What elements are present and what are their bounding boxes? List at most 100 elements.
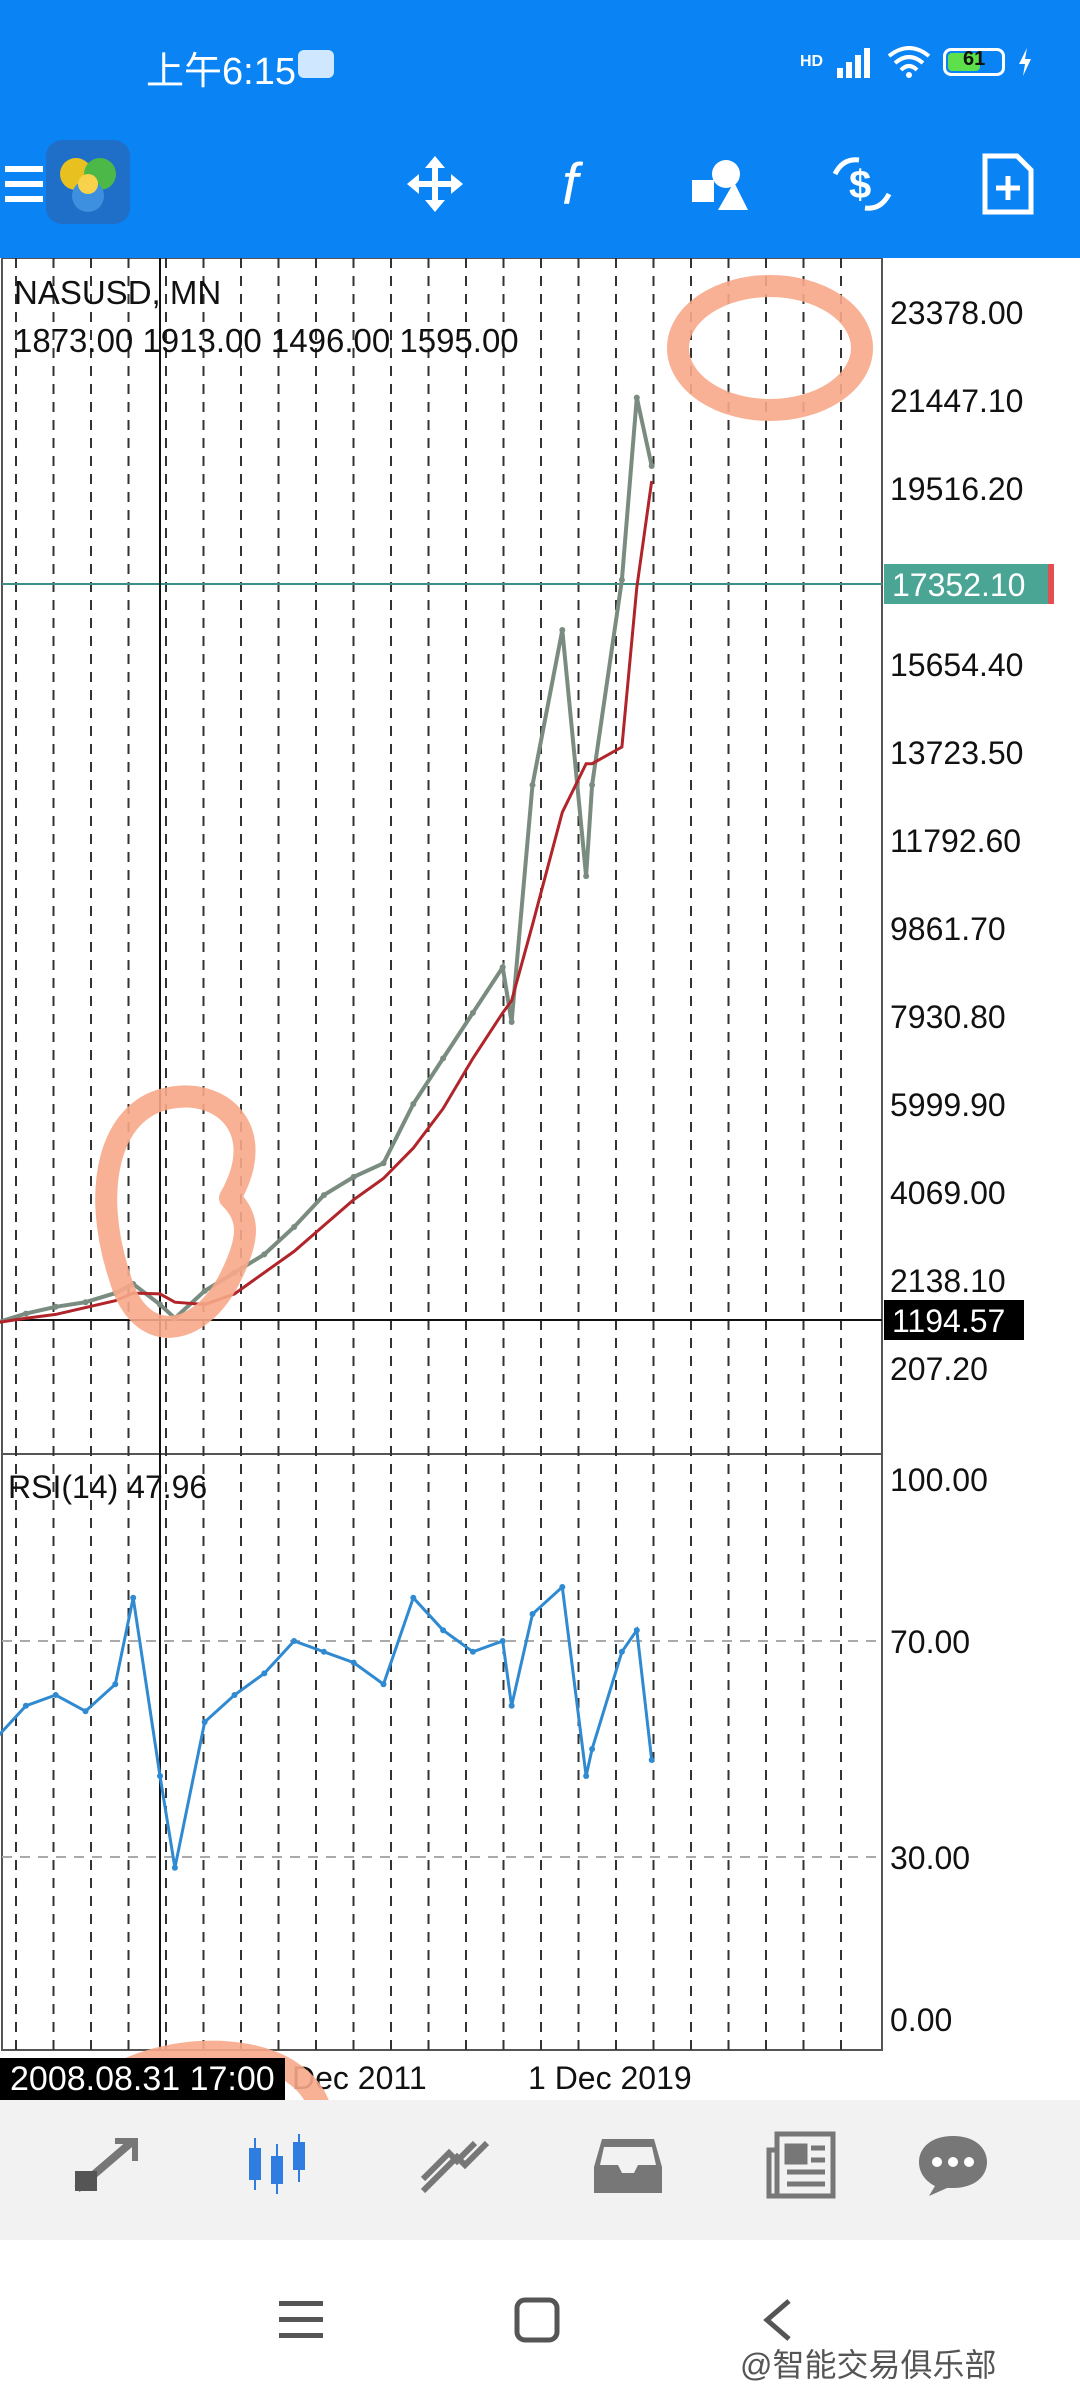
price-point (320, 1192, 327, 1199)
current-price: 17352.10 (892, 567, 1025, 603)
price-label: 7930.80 (890, 999, 1006, 1035)
status-bar: 上午6:15 HD 61 (0, 0, 1080, 130)
rsi-point (52, 1692, 59, 1698)
rsi-point (350, 1659, 357, 1666)
price-label: 207.20 (890, 1351, 988, 1387)
price-point (648, 462, 655, 469)
rsi-point (320, 1648, 327, 1655)
crosshair-move-icon[interactable] (395, 144, 475, 224)
bottom-nav (0, 2100, 1080, 2240)
rsi-label: RSI(14) 47.96 (8, 1469, 207, 1505)
battery-level: 61 (962, 48, 986, 70)
rsi-point (618, 1648, 625, 1655)
app-toolbar (0, 130, 1080, 258)
price-point (157, 1301, 163, 1308)
rsi-axis-label: 70.00 (890, 1624, 970, 1660)
watermark: @智能交易俱乐部 (740, 2347, 997, 2383)
rsi-axis-label: 100.00 (890, 1462, 988, 1498)
price-point (508, 1018, 515, 1025)
rsi-level-lines (2, 1640, 882, 1858)
rsi-point (410, 1594, 417, 1601)
system-nav-bar (0, 2240, 1080, 2400)
rsi-point (559, 1584, 566, 1590)
rsi-axis-label: 0.00 (890, 2002, 952, 2038)
vertical-grid (15, 258, 842, 2050)
crosshair-price: 1194.57 (892, 1303, 1005, 1339)
rsi-point (529, 1611, 536, 1617)
chat-icon[interactable] (908, 2120, 998, 2210)
price-point (499, 964, 506, 971)
chart-svg[interactable]: NASUSD, MN 1873.00 1913.00 1496.00 1595.… (0, 257, 1080, 2260)
chart-icon[interactable] (236, 2120, 326, 2210)
ohlc-label: 1873.00 1913.00 1496.00 1595.00 (14, 322, 519, 359)
rsi-point (633, 1627, 640, 1634)
status-time: 上午6:15 (146, 51, 296, 93)
crosshair-price-badge (884, 1300, 1024, 1340)
current-price-marker (1048, 564, 1054, 604)
rsi-point (440, 1627, 447, 1634)
price-label: 5999.90 (890, 1087, 1006, 1123)
battery-icon: 61 (943, 48, 1006, 76)
indicator-f-icon[interactable]: f (537, 144, 617, 224)
price-label: 11792.60 (890, 823, 1021, 859)
home-icon[interactable] (502, 2285, 572, 2355)
price-point (380, 1160, 387, 1167)
annotation-circle-top (667, 275, 873, 421)
trade-dollar-icon[interactable]: $ (822, 144, 902, 224)
charging-icon (1019, 48, 1032, 76)
current-price-badge (884, 564, 1052, 604)
svg-text:f: f (562, 154, 584, 214)
price-point (291, 1224, 298, 1231)
new-order-icon[interactable] (968, 144, 1048, 224)
price-point (82, 1299, 89, 1306)
price-label: 2138.10 (890, 1263, 1006, 1299)
rsi-point (112, 1681, 119, 1688)
status-icons: HD 61 (800, 42, 1033, 82)
signal-icon (837, 48, 871, 78)
wifi-icon (887, 46, 931, 78)
news-icon[interactable] (756, 2120, 846, 2210)
rsi-point (261, 1670, 268, 1677)
price-point (589, 781, 596, 788)
history-icon[interactable] (583, 2120, 673, 2210)
rsi-series (0, 1583, 655, 1871)
weather-icon (298, 50, 334, 78)
rsi-point (648, 1757, 655, 1764)
trade-icon[interactable] (410, 2120, 500, 2210)
app-logo-icon[interactable] (46, 140, 130, 224)
price-label: 4069.00 (890, 1175, 1006, 1211)
price-point (559, 627, 566, 634)
annotation-circles (52, 275, 873, 2260)
price-label: 21447.10 (890, 383, 1023, 419)
price-point (22, 1310, 29, 1317)
price-point (201, 1287, 208, 1294)
rsi-point (508, 1702, 515, 1709)
price-point (529, 781, 536, 788)
price-point (633, 394, 640, 401)
price-point (440, 1055, 447, 1062)
price-label: 9861.70 (890, 911, 1006, 947)
battery-fill (948, 53, 980, 71)
chart-area[interactable]: NASUSD, MN 1873.00 1913.00 1496.00 1595.… (0, 257, 1080, 2260)
rsi-point (82, 1708, 89, 1715)
price-label: 23378.00 (890, 295, 1023, 331)
rsi-point (589, 1746, 596, 1752)
price-point (261, 1251, 268, 1258)
rsi-point (130, 1594, 137, 1601)
rsi-point (171, 1864, 178, 1871)
price-label: 15654.40 (890, 647, 1023, 683)
objects-icon[interactable] (680, 144, 760, 224)
back-icon[interactable] (742, 2285, 812, 2355)
rsi-point (583, 1773, 590, 1779)
quotes-icon[interactable] (62, 2120, 152, 2210)
menu-icon[interactable] (0, 144, 60, 224)
price-point (583, 873, 590, 880)
rsi-point (291, 1638, 298, 1644)
price-label: 19516.20 (890, 471, 1023, 507)
time-label-2019: 1 Dec 2019 (528, 2060, 692, 2096)
rsi-line (0, 1583, 654, 1869)
rsi-point (499, 1638, 506, 1644)
chart-frame (1, 257, 883, 2051)
network-type: HD (800, 53, 824, 70)
recents-icon[interactable] (266, 2285, 336, 2355)
